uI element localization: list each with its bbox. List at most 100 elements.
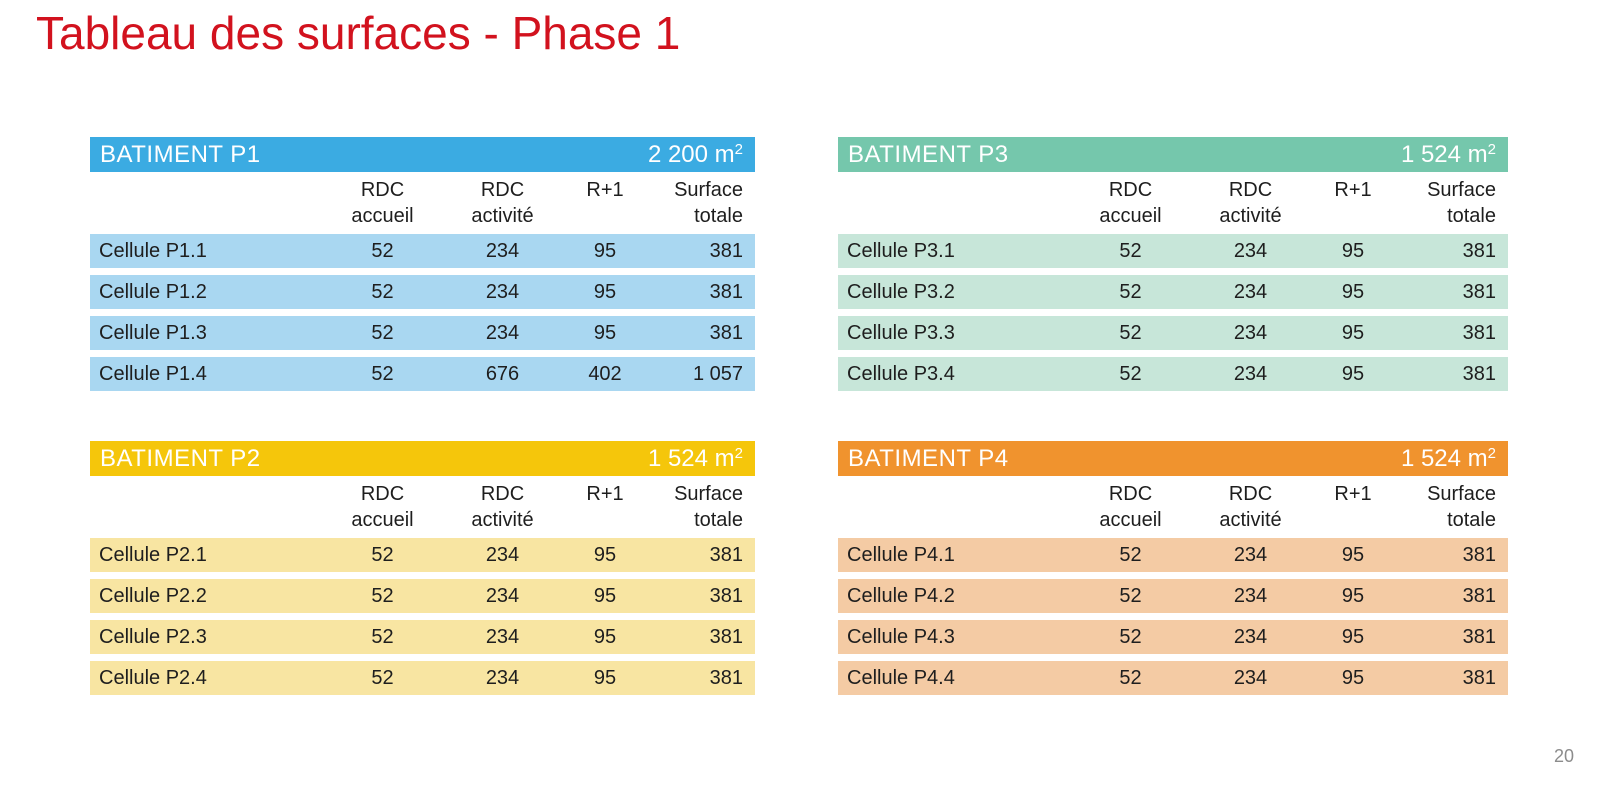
cell-value: 381: [709, 585, 743, 607]
cell-value: 381: [709, 626, 743, 648]
cell-value: 381: [709, 240, 743, 262]
cell-value: 95: [593, 585, 617, 607]
cell-value: 234: [1233, 585, 1268, 607]
cell-value: 52: [1119, 626, 1142, 648]
column-header: Surface totale: [674, 483, 743, 531]
column-headers: RDC accueil RDC activité R+1 Surface totale: [838, 476, 1508, 538]
cell-value: 52: [371, 281, 394, 303]
cell-value: 95: [1341, 544, 1365, 566]
building-name: BATIMENT P2: [100, 444, 261, 472]
table-header-band: BATIMENT P2 1 524 m2: [90, 441, 755, 476]
cell-label: Cellule P3.1: [847, 240, 955, 262]
cell-value: 381: [1462, 585, 1496, 607]
building-name: BATIMENT P4: [848, 444, 1009, 472]
cell-value: 381: [709, 322, 743, 344]
table-row: Cellule P3.2 52 234 95 381: [838, 275, 1508, 309]
cell-value: 381: [1462, 667, 1496, 689]
table-row: Cellule P2.2 52 234 95 381: [90, 579, 755, 613]
cell-label: Cellule P4.1: [847, 544, 955, 566]
cell-value: 52: [371, 585, 394, 607]
building-table-p1: BATIMENT P1 2 200 m2 RDC accueil RDC activi…: [90, 137, 755, 391]
cell-value: 95: [593, 626, 617, 648]
cell-label: Cellule P2.4: [99, 667, 207, 689]
column-header-spacer: [838, 177, 1073, 234]
table-row: Cellule P4.4 52 234 95 381: [838, 661, 1508, 695]
column-header: RDC activité: [471, 483, 534, 531]
cell-value: 234: [1233, 322, 1268, 344]
cell-value: 95: [1341, 322, 1365, 344]
cell-value: 381: [1462, 626, 1496, 648]
cell-value: 95: [1341, 363, 1365, 385]
table-row: Cellule P2.4 52 234 95 381: [90, 661, 755, 695]
cell-label: Cellule P2.3: [99, 626, 207, 648]
cell-value: 95: [1341, 240, 1365, 262]
cell-value: 52: [371, 626, 394, 648]
column-headers: RDC accueil RDC activité R+1 Surface totale: [838, 172, 1508, 234]
cell-value: 381: [709, 544, 743, 566]
column-header: R+1: [1334, 179, 1372, 201]
column-header: Surface totale: [1427, 483, 1496, 531]
cell-label: Cellule P2.2: [99, 585, 207, 607]
cell-value: 381: [1462, 363, 1496, 385]
column-header: Surface totale: [674, 179, 743, 227]
column-header: R+1: [1334, 483, 1372, 505]
table-rows: Cellule P4.1 52 234 95 381 Cellule P4.2 52 234 9…: [838, 538, 1508, 695]
cell-label: Cellule P1.2: [99, 281, 207, 303]
cell-label: Cellule P4.3: [847, 626, 955, 648]
cell-value: 381: [709, 281, 743, 303]
cell-value: 1 057: [692, 363, 743, 385]
table-row: Cellule P3.4 52 234 95 381: [838, 357, 1508, 391]
cell-value: 234: [485, 240, 520, 262]
table-row: Cellule P1.1 52 234 95 381: [90, 234, 755, 268]
table-row: Cellule P4.1 52 234 95 381: [838, 538, 1508, 572]
cell-label: Cellule P4.4: [847, 667, 955, 689]
cell-value: 52: [1119, 544, 1142, 566]
table-row: Cellule P4.3 52 234 95 381: [838, 620, 1508, 654]
column-header: RDC accueil: [351, 483, 414, 531]
cell-value: 381: [1462, 281, 1496, 303]
building-table-p4: BATIMENT P4 1 524 m2 RDC accueil RDC activi…: [838, 441, 1508, 695]
table-header-band: BATIMENT P1 2 200 m2: [90, 137, 755, 172]
page-title: Tableau des surfaces - Phase 1: [36, 7, 681, 59]
cell-value: 95: [1341, 585, 1365, 607]
cell-label: Cellule P3.2: [847, 281, 955, 303]
table-row: Cellule P2.3 52 234 95 381: [90, 620, 755, 654]
cell-label: Cellule P1.1: [99, 240, 207, 262]
table-header-band: BATIMENT P4 1 524 m2: [838, 441, 1508, 476]
building-name: BATIMENT P1: [100, 140, 261, 168]
table-rows: Cellule P1.1 52 234 95 381 Cellule P1.2 52 234 9…: [90, 234, 755, 391]
cell-value: 95: [593, 322, 617, 344]
cell-label: Cellule P3.4: [847, 363, 955, 385]
cell-value: 52: [1119, 667, 1142, 689]
cell-value: 234: [1233, 667, 1268, 689]
page-number: 20: [1553, 746, 1574, 766]
table-row: Cellule P1.4 52 676 402 1 057: [90, 357, 755, 391]
cell-value: 95: [593, 240, 617, 262]
building-name: BATIMENT P3: [848, 140, 1009, 168]
cell-value: 234: [485, 544, 520, 566]
cell-label: Cellule P1.4: [99, 363, 207, 385]
cell-value: 95: [1341, 281, 1365, 303]
cell-value: 52: [1119, 240, 1142, 262]
column-header: R+1: [586, 179, 624, 201]
cell-label: Cellule P1.3: [99, 322, 207, 344]
cell-value: 381: [709, 667, 743, 689]
table-row: Cellule P3.1 52 234 95 381: [838, 234, 1508, 268]
cell-value: 234: [485, 626, 520, 648]
cell-value: 52: [1119, 281, 1142, 303]
cell-value: 234: [485, 585, 520, 607]
table-row: Cellule P3.3 52 234 95 381: [838, 316, 1508, 350]
cell-value: 234: [485, 322, 520, 344]
column-header: R+1: [586, 483, 624, 505]
column-header-spacer: [90, 481, 325, 538]
cell-value: 95: [1341, 667, 1365, 689]
table-rows: Cellule P2.1 52 234 95 381 Cellule P2.2 52 234 9…: [90, 538, 755, 695]
cell-value: 381: [1462, 322, 1496, 344]
column-header: RDC activité: [1219, 179, 1282, 227]
cell-value: 234: [485, 281, 520, 303]
column-header: Surface totale: [1427, 179, 1496, 227]
cell-value: 381: [1462, 544, 1496, 566]
building-table-p3: BATIMENT P3 1 524 m2 RDC accueil RDC activi…: [838, 137, 1508, 391]
table-row: Cellule P1.3 52 234 95 381: [90, 316, 755, 350]
cell-value: 234: [1233, 626, 1268, 648]
